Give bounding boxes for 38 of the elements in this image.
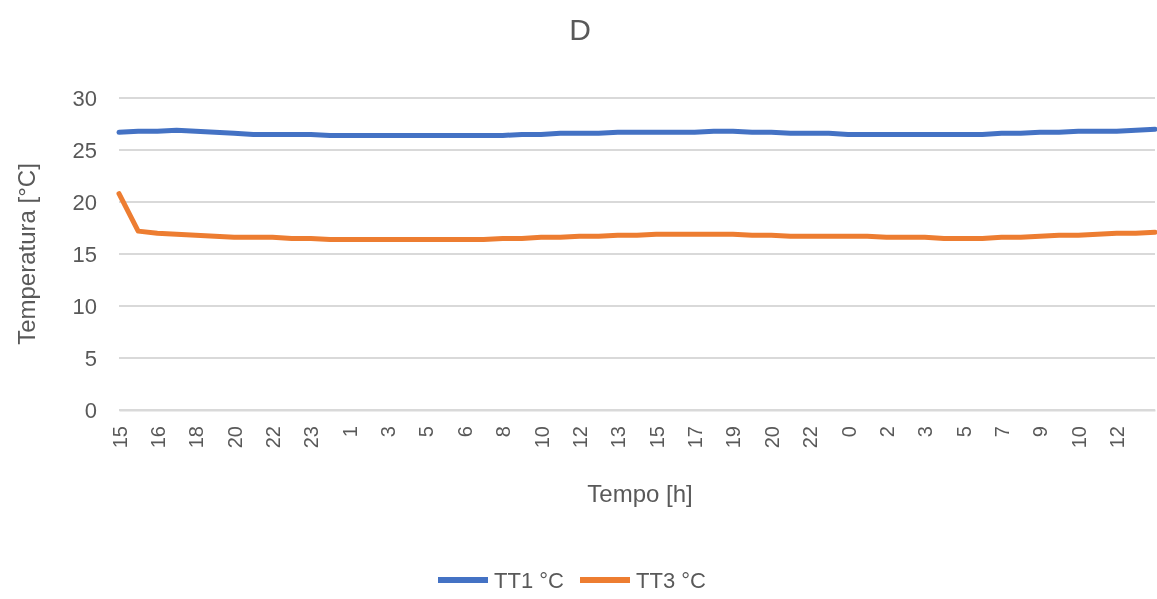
x-tick-label: 13 bbox=[607, 426, 630, 449]
y-axis-title: Temperatura [°C] bbox=[13, 163, 40, 345]
y-tick-label: 20 bbox=[72, 189, 97, 215]
x-tick-label: 23 bbox=[300, 426, 323, 449]
x-tick-label: 22 bbox=[799, 426, 822, 449]
x-tick-label: 3 bbox=[377, 426, 400, 438]
x-tick-label: 6 bbox=[453, 426, 476, 438]
x-tick-label: 2 bbox=[875, 426, 898, 438]
x-tick-label: 9 bbox=[1029, 426, 1052, 438]
legend-label: TT1 °C bbox=[494, 568, 565, 593]
x-tick-label: 0 bbox=[837, 426, 860, 438]
y-tick-label: 10 bbox=[72, 293, 97, 319]
x-axis-title: Tempo [h] bbox=[587, 480, 693, 507]
x-tick-label: 20 bbox=[760, 426, 783, 449]
x-tick-label: 12 bbox=[568, 426, 591, 449]
y-tick-label: 30 bbox=[72, 85, 97, 111]
chart-title: D bbox=[569, 13, 591, 46]
x-tick-label: 5 bbox=[952, 426, 975, 438]
x-tick-label: 17 bbox=[684, 426, 707, 449]
x-tick-label: 16 bbox=[146, 426, 169, 449]
legend-label: TT3 °C bbox=[636, 568, 707, 593]
x-tick-label: 5 bbox=[415, 426, 438, 438]
x-tick-label: 18 bbox=[185, 426, 208, 449]
y-tick-label: 5 bbox=[84, 345, 97, 371]
x-tick-label: 1 bbox=[338, 426, 361, 438]
x-tick-label: 19 bbox=[722, 426, 745, 449]
x-tick-label: 8 bbox=[492, 426, 515, 438]
x-tick-label: 10 bbox=[1067, 426, 1090, 449]
y-tick-label: 15 bbox=[72, 241, 97, 267]
x-tick-label: 20 bbox=[223, 426, 246, 449]
x-tick-label: 12 bbox=[1106, 426, 1129, 449]
x-tick-label: 15 bbox=[108, 426, 131, 449]
x-tick-label: 22 bbox=[261, 426, 284, 449]
y-tick-label: 25 bbox=[72, 137, 97, 163]
x-tick-label: 15 bbox=[645, 426, 668, 449]
x-tick-label: 10 bbox=[530, 426, 553, 449]
x-tick-label: 7 bbox=[991, 426, 1014, 438]
x-tick-label: 3 bbox=[914, 426, 937, 438]
